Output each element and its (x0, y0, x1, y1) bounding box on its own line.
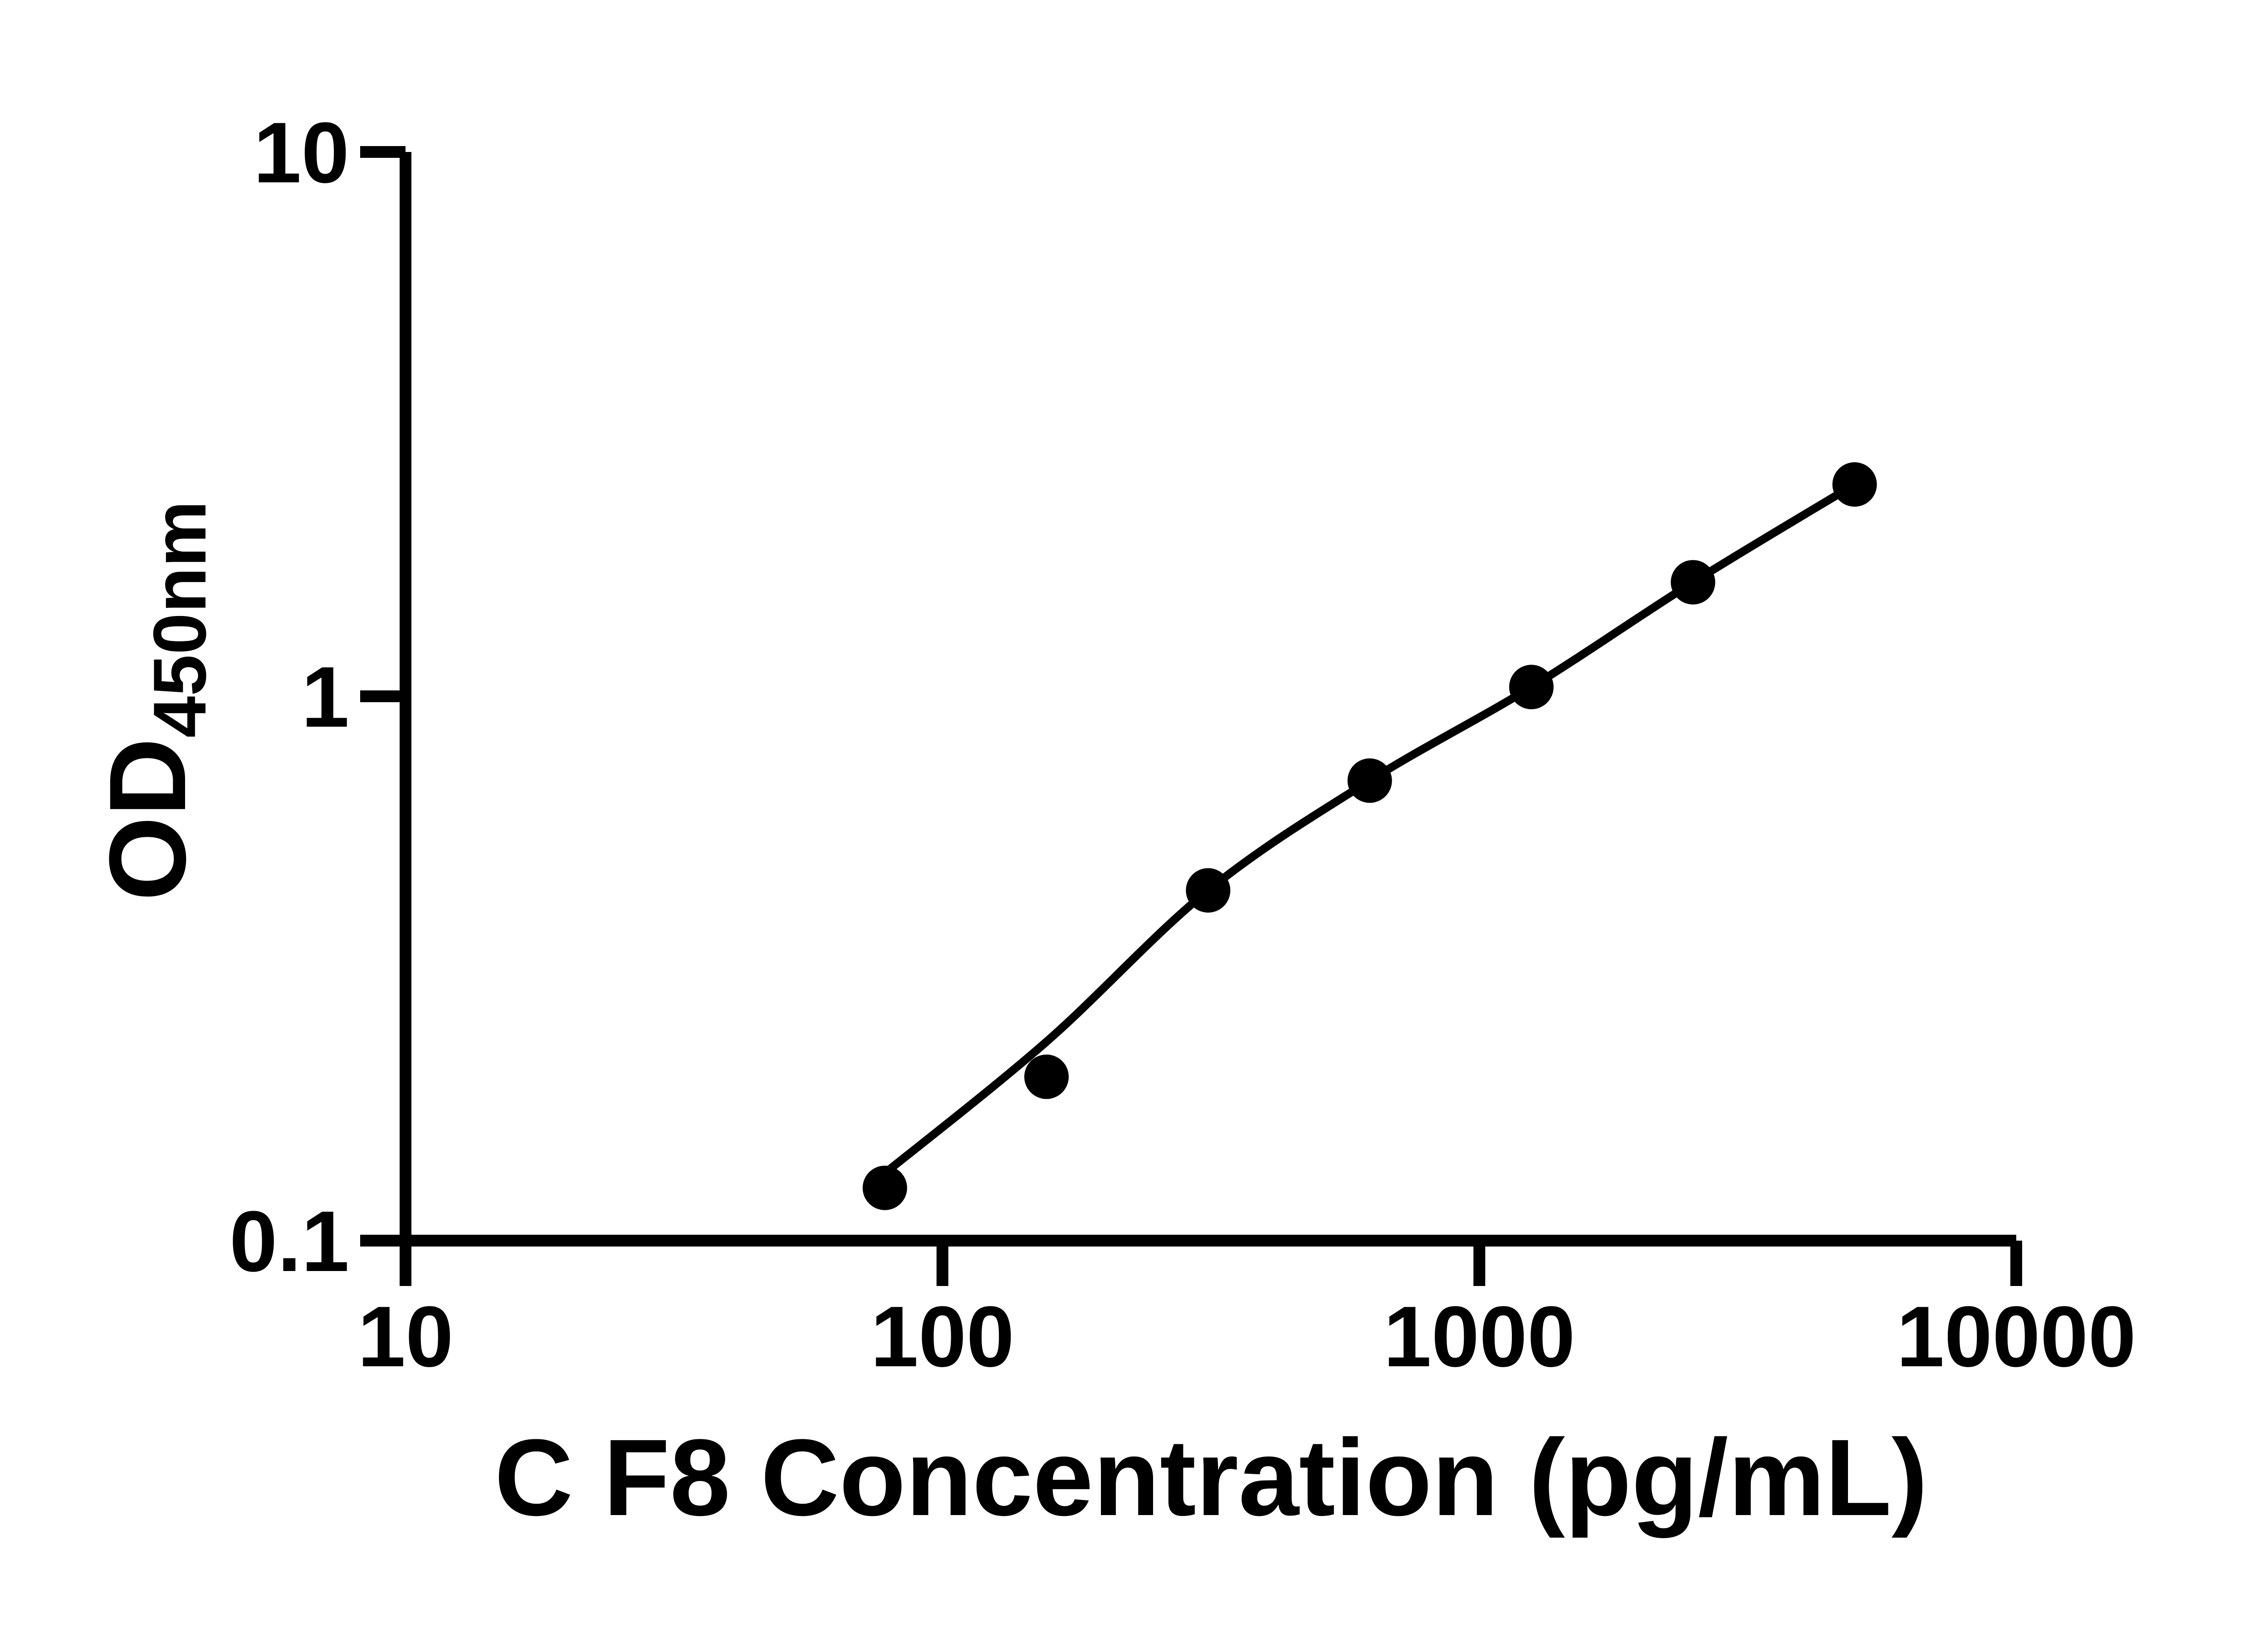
data-point (1832, 462, 1877, 507)
x-axis-title: C F8 Concentration (pg/mL) (494, 1417, 1928, 1538)
tick-labels-group: 0.1 1 10 10 100 1000 10000 (230, 105, 2136, 1385)
y-axis-title-text: OD450nm (87, 501, 221, 901)
data-point (1671, 560, 1716, 605)
y-tick-label: 1 (301, 649, 349, 745)
plot-group (862, 462, 1877, 1210)
y-tick-label: 0.1 (230, 1193, 349, 1290)
data-point (1024, 1054, 1069, 1099)
x-tick-label: 10000 (1897, 1289, 2136, 1385)
x-tick-label: 1000 (1383, 1289, 1575, 1385)
data-point (1186, 868, 1231, 913)
axes-group (400, 152, 2016, 1286)
x-tick-label: 100 (870, 1289, 1014, 1385)
data-point (862, 1165, 907, 1210)
x-tick-label: 10 (357, 1289, 453, 1385)
ticks-group (360, 146, 2022, 1286)
y-axis-title: OD450nm (87, 501, 221, 901)
data-point (1347, 758, 1392, 803)
data-point (1509, 665, 1554, 709)
y-tick-label: 10 (254, 105, 349, 201)
